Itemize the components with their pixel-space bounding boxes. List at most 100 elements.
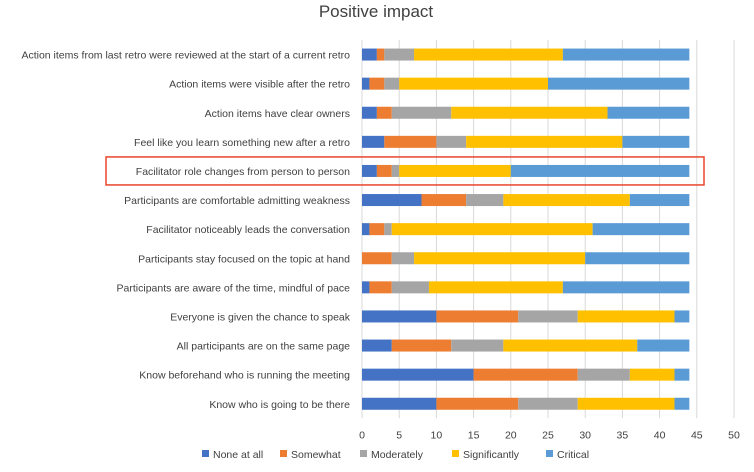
bar-segment-significantly <box>466 135 623 148</box>
bar-segment-significantly <box>503 339 638 352</box>
bar-segment-none-at-all <box>362 397 437 410</box>
x-tick-label: 30 <box>579 429 591 441</box>
legend: None at all Somewhat Moderately Significant… <box>202 449 589 461</box>
highlight-rectangle <box>105 156 705 186</box>
bar-segment-somewhat <box>376 164 392 177</box>
bar-segment-none-at-all <box>362 164 377 177</box>
bar-segment-somewhat <box>369 281 392 294</box>
category-label: Action items were visible after the retr… <box>169 79 350 91</box>
bar-segment-moderately <box>391 164 400 177</box>
bar-segment-somewhat <box>473 368 578 381</box>
bar-segment-somewhat <box>362 252 392 265</box>
bar-segment-moderately <box>391 106 452 119</box>
bar-segment-none-at-all <box>362 135 385 148</box>
x-tick-label: 0 <box>359 429 365 441</box>
category-label: Participants are aware of the time, mind… <box>117 282 351 294</box>
category-label: Feel like you learn something new after … <box>134 137 350 149</box>
category-label: Action items have clear owners <box>205 108 350 120</box>
bar-segment-significantly <box>391 223 593 236</box>
category-label: Facilitator noticeably leads the convers… <box>146 224 350 236</box>
bar-segment-critical <box>592 223 690 236</box>
bar-segment-critical <box>674 310 690 323</box>
bar-segment-moderately <box>451 339 504 352</box>
legend-swatch <box>360 450 367 457</box>
x-tick-label: 40 <box>654 429 666 441</box>
bar-segment-none-at-all <box>362 310 437 323</box>
bar-segment-moderately <box>384 48 415 61</box>
category-label: Participants are comfortable admitting w… <box>124 195 350 207</box>
bar-segment-critical <box>585 252 690 265</box>
bar-segment-significantly <box>414 252 586 265</box>
bar-segment-somewhat <box>436 310 519 323</box>
legend-label: Somewhat <box>291 449 341 461</box>
bar-segment-critical <box>548 77 690 90</box>
legend-swatch <box>546 450 553 457</box>
bar-segment-moderately <box>518 310 578 323</box>
bar-segment-moderately <box>436 135 467 148</box>
bar-segment-none-at-all <box>362 281 370 294</box>
bar-segment-none-at-all <box>362 368 474 381</box>
bar-segment-moderately <box>384 223 392 236</box>
bar-segment-somewhat <box>436 397 519 410</box>
bar-segment-critical <box>510 164 690 177</box>
category-label: Facilitator role changes from person to … <box>136 166 350 178</box>
bar-segment-critical <box>674 368 690 381</box>
bar-segment-none-at-all <box>362 339 392 352</box>
x-tick-label: 45 <box>691 429 703 441</box>
bar-segment-somewhat <box>376 48 385 61</box>
legend-swatch <box>202 450 209 457</box>
bar-segment-somewhat <box>369 77 385 90</box>
bar-segment-somewhat <box>391 339 452 352</box>
category-label: Know who is going to be there <box>209 399 350 411</box>
legend-swatch <box>452 450 459 457</box>
bar-segment-none-at-all <box>362 77 370 90</box>
x-axis-tick-labels: 0 5 10 15 20 25 30 35 40 45 50 <box>359 429 740 441</box>
legend-label: Moderately <box>371 449 424 461</box>
category-label: All participants are on the same page <box>177 341 351 353</box>
bar-segment-moderately <box>391 281 429 294</box>
bar-segment-moderately <box>391 252 415 265</box>
bar-segment-significantly <box>414 48 563 61</box>
category-label: Participants stay focused on the topic a… <box>138 253 350 265</box>
bar-segment-moderately <box>466 194 504 207</box>
legend-label: Critical <box>557 449 589 461</box>
highlight-box <box>105 156 705 186</box>
bar-segment-somewhat <box>369 223 385 236</box>
category-label: Everyone is given the chance to speak <box>170 311 351 323</box>
category-label: Know beforehand who is running the meeti… <box>139 370 350 382</box>
bar-segment-critical <box>562 48 690 61</box>
bar-segment-none-at-all <box>362 48 377 61</box>
category-labels: Action items from last retro were review… <box>21 50 350 411</box>
bar-segment-moderately <box>577 368 630 381</box>
bar-segment-none-at-all <box>362 194 422 207</box>
x-tick-label: 35 <box>617 429 629 441</box>
bar-segment-significantly <box>399 77 548 90</box>
bars <box>362 48 690 410</box>
bar-segment-significantly <box>577 310 675 323</box>
x-tick-label: 50 <box>728 429 740 441</box>
bar-segment-somewhat <box>421 194 467 207</box>
bar-segment-significantly <box>629 368 675 381</box>
bar-segment-critical <box>674 397 690 410</box>
x-tick-label: 10 <box>431 429 443 441</box>
legend-swatch <box>280 450 287 457</box>
bar-segment-critical <box>637 339 690 352</box>
bar-segment-significantly <box>399 164 511 177</box>
bar-segment-critical <box>622 135 690 148</box>
bar-segment-significantly <box>428 281 563 294</box>
category-label: Action items from last retro were review… <box>21 50 350 62</box>
bar-segment-none-at-all <box>362 106 377 119</box>
bar-segment-moderately <box>518 397 578 410</box>
legend-label: None at all <box>213 449 263 461</box>
bar-segment-somewhat <box>384 135 437 148</box>
x-tick-label: 5 <box>396 429 402 441</box>
legend-label: Significantly <box>463 449 520 461</box>
bar-segment-critical <box>607 106 690 119</box>
bar-segment-significantly <box>577 397 675 410</box>
bar-segment-moderately <box>384 77 400 90</box>
x-tick-label: 20 <box>505 429 517 441</box>
chart-title: Positive impact <box>319 2 434 21</box>
x-tick-label: 15 <box>468 429 480 441</box>
